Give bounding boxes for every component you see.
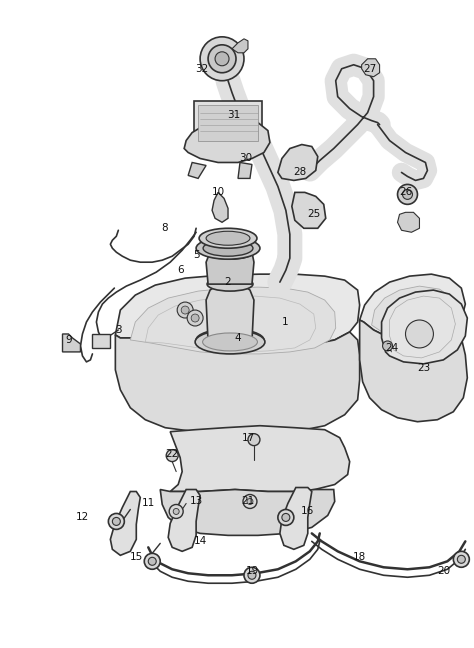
Circle shape [248,572,256,579]
Circle shape [244,567,260,583]
Text: 1: 1 [282,317,288,327]
Circle shape [144,553,160,570]
Circle shape [181,306,189,314]
Ellipse shape [207,277,253,291]
Polygon shape [115,274,360,349]
Text: 6: 6 [177,265,183,275]
Circle shape [208,45,236,73]
Text: 19: 19 [246,566,259,576]
Polygon shape [63,334,81,352]
Circle shape [166,450,178,461]
Polygon shape [188,163,206,178]
Polygon shape [372,286,457,341]
Text: 31: 31 [228,110,241,120]
Circle shape [215,52,229,65]
Text: 8: 8 [161,224,167,233]
Ellipse shape [199,228,257,248]
Text: 15: 15 [130,552,143,562]
Bar [194,100,262,145]
Text: 20: 20 [437,566,450,576]
Circle shape [177,302,193,318]
Polygon shape [110,491,140,555]
Polygon shape [206,281,254,342]
Polygon shape [170,426,350,491]
Circle shape [457,555,465,563]
Text: 21: 21 [241,496,255,507]
Ellipse shape [203,240,253,256]
Text: 18: 18 [353,552,366,562]
Polygon shape [398,213,419,232]
Polygon shape [278,145,318,180]
Text: 12: 12 [76,513,89,522]
Circle shape [405,320,433,348]
Circle shape [112,518,120,526]
Polygon shape [382,290,467,364]
Text: 26: 26 [399,187,412,198]
Text: 9: 9 [65,335,72,345]
Text: 17: 17 [241,433,255,443]
Circle shape [243,494,257,509]
Bar [92,334,110,348]
Text: 16: 16 [301,507,314,516]
Text: 22: 22 [165,448,179,459]
Ellipse shape [202,333,257,351]
Polygon shape [360,320,467,422]
Circle shape [278,509,294,526]
Text: 4: 4 [235,333,241,343]
Ellipse shape [206,231,250,245]
Circle shape [383,341,392,351]
Circle shape [402,189,412,200]
Polygon shape [168,489,200,551]
Polygon shape [130,287,336,354]
Polygon shape [206,243,254,284]
Polygon shape [292,192,326,228]
Circle shape [282,513,290,522]
Text: 32: 32 [195,64,209,74]
Circle shape [453,551,469,567]
Circle shape [247,498,253,505]
Text: 5: 5 [193,250,200,260]
Text: 13: 13 [190,496,203,507]
Ellipse shape [196,329,264,351]
Text: 14: 14 [193,537,207,546]
Text: 3: 3 [115,325,122,335]
Ellipse shape [195,330,265,354]
Circle shape [173,509,179,515]
Text: ETKA: ETKA [144,293,330,355]
Bar [198,104,258,141]
Circle shape [398,185,418,204]
Polygon shape [115,332,360,434]
Text: 28: 28 [293,167,306,178]
Polygon shape [184,121,270,163]
Text: 10: 10 [211,187,225,198]
Polygon shape [362,59,380,76]
Circle shape [109,513,124,529]
Circle shape [148,557,156,565]
Text: 23: 23 [417,363,430,373]
Circle shape [187,310,203,326]
Text: 27: 27 [363,64,376,74]
Circle shape [248,434,260,446]
Polygon shape [238,163,252,178]
Polygon shape [160,489,335,535]
Polygon shape [280,487,312,550]
Text: 24: 24 [385,343,398,353]
Text: 11: 11 [142,498,155,509]
Ellipse shape [202,332,258,349]
Polygon shape [212,192,228,222]
Circle shape [191,314,199,322]
Text: 25: 25 [307,209,320,219]
Circle shape [169,505,183,518]
Ellipse shape [207,245,253,259]
Ellipse shape [196,237,260,259]
Polygon shape [232,39,248,52]
Text: 2: 2 [225,277,231,287]
Text: 30: 30 [239,154,253,163]
Polygon shape [360,274,465,340]
Circle shape [200,37,244,81]
